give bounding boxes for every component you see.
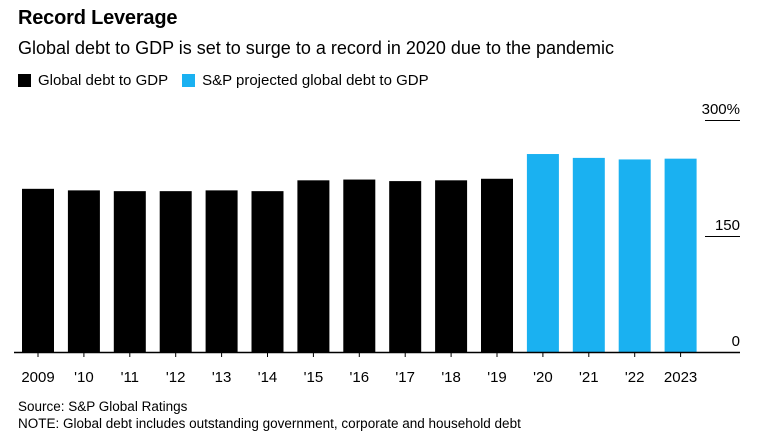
x-tick-label: '17 xyxy=(395,369,415,386)
bar-2023 xyxy=(664,158,697,352)
chart-title: Record Leverage xyxy=(18,7,178,29)
bar-22 xyxy=(618,159,651,352)
x-tick-label: '20 xyxy=(533,369,553,386)
x-tick-label: '18 xyxy=(441,369,461,386)
legend-swatch-actual xyxy=(18,73,31,87)
legend-item-projected: S&P projected global debt to GDP xyxy=(182,72,429,89)
x-tick-label: '13 xyxy=(212,369,232,386)
x-tick-label: '21 xyxy=(579,369,599,386)
legend-label-projected: S&P projected global debt to GDP xyxy=(202,71,429,89)
bar-13 xyxy=(205,190,238,352)
bar-16 xyxy=(343,179,376,352)
x-tick-label: '16 xyxy=(350,369,370,386)
bar-18 xyxy=(435,180,468,352)
bar-12 xyxy=(159,191,192,352)
bar-20 xyxy=(526,154,559,352)
bar-19 xyxy=(481,178,513,352)
legend-swatch-projected xyxy=(182,73,196,87)
bar-14 xyxy=(251,191,284,352)
x-tick-label: '19 xyxy=(487,369,507,386)
x-tick-label: 2023 xyxy=(664,369,697,386)
bar-17 xyxy=(389,181,422,352)
y-tick-label: 0 xyxy=(732,333,740,350)
legend-item-actual: Global debt to GDP xyxy=(18,72,168,89)
bar-10 xyxy=(67,190,100,352)
x-tick-label: '10 xyxy=(74,369,94,386)
legend-label-actual: Global debt to GDP xyxy=(38,71,169,89)
x-tick-label: 2009 xyxy=(21,369,54,386)
source-note: Source: S&P Global Ratings xyxy=(18,399,188,414)
y-tick-label: 150 xyxy=(715,217,740,234)
bar-21 xyxy=(572,157,605,352)
x-tick-label: '22 xyxy=(625,369,645,386)
footnote: NOTE: Global debt includes outstanding g… xyxy=(18,416,521,431)
chart-subtitle: Global debt to GDP is set to surge to a … xyxy=(18,38,615,58)
bar-15 xyxy=(297,180,330,352)
bar-11 xyxy=(113,191,146,352)
x-tick-label: '11 xyxy=(121,369,139,386)
x-tick-label: '15 xyxy=(304,369,324,386)
x-tick-label: '14 xyxy=(258,369,278,386)
bar-2009 xyxy=(22,188,54,352)
legend: Global debt to GDP S&P projected global … xyxy=(18,70,443,90)
y-tick-label: 300% xyxy=(702,101,740,118)
x-tick-label: '12 xyxy=(166,369,186,386)
